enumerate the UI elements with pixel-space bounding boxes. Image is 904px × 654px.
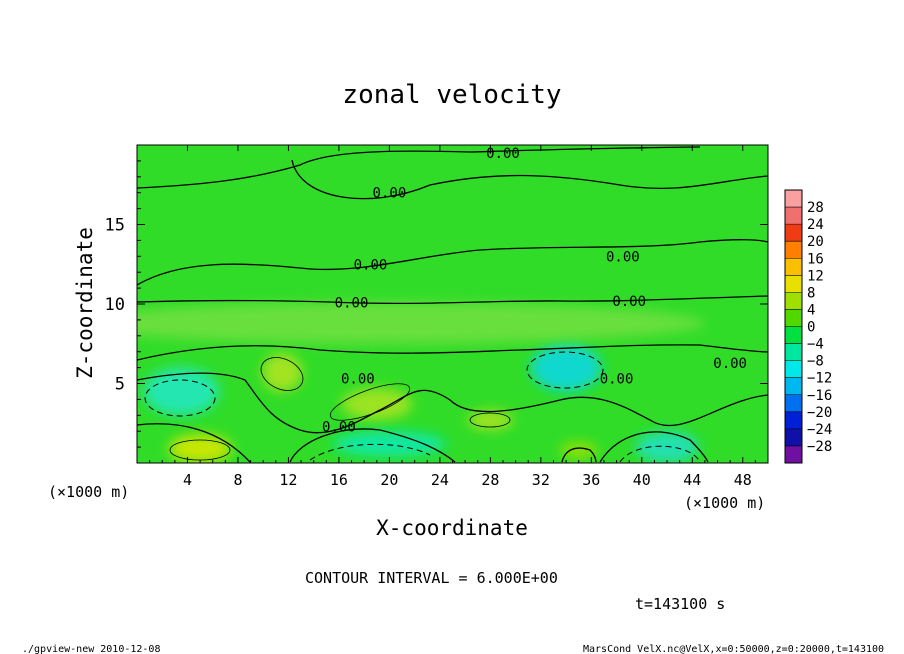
- colorbar-swatch-10: [785, 360, 802, 379]
- x-tick-label-20: 20: [380, 471, 398, 489]
- x-axis-ticks: 4 8 12 16 20 24 28 32 36 40 44 48: [149, 145, 756, 489]
- colorbar-label-5: 8: [807, 285, 815, 301]
- contour-label-5: 0.00: [612, 294, 646, 310]
- field-blob-3: [341, 388, 413, 421]
- x-tick-label-44: 44: [683, 471, 701, 489]
- colorbar: [784, 189, 803, 464]
- field-blob-9: [137, 302, 705, 344]
- colorbar-swatch-5: [785, 275, 802, 293]
- field-blob-1: [143, 367, 220, 416]
- colorbar-swatch-7: [785, 309, 802, 327]
- y-tick-label-15: 15: [105, 216, 125, 236]
- colorbar-label-8: −4: [807, 337, 824, 353]
- contour-labels: 0.00 0.00 0.00 0.00 0.00 0.00 0.00 0.00 0.00 0.00: [322, 146, 747, 435]
- x-unit-left: (×1000 m): [48, 483, 129, 501]
- contour-label-9: 0.00: [322, 419, 356, 435]
- colorbar-label-3: 16: [807, 251, 824, 267]
- contour-label-6: 0.00: [341, 372, 375, 388]
- colorbar-swatch-1: [785, 207, 802, 225]
- x-tick-label-32: 32: [532, 471, 550, 489]
- field-blob-5: [467, 410, 514, 430]
- contour-label-7: 0.00: [600, 372, 634, 388]
- colorbar-swatch-0: [785, 190, 802, 208]
- x-tick-label-36: 36: [582, 471, 600, 489]
- contour-label-2: 0.00: [354, 257, 388, 273]
- colorbar-swatch-2: [785, 224, 802, 242]
- x-tick-label-16: 16: [330, 471, 348, 489]
- colorbar-label-12: −20: [807, 405, 832, 421]
- colorbar-label-6: 4: [807, 302, 815, 318]
- contour-lines: [137, 146, 768, 463]
- colorbar-swatch-4: [785, 258, 802, 276]
- y-axis-label: Z-coordinate: [73, 227, 97, 379]
- colorbar-label-1: 24: [807, 217, 824, 233]
- contour-label-8: 0.00: [713, 356, 747, 372]
- contour-label-0: 0.00: [486, 146, 520, 162]
- colorbar-swatch-8: [785, 326, 802, 345]
- x-axis-label: X-coordinate: [376, 516, 528, 540]
- x-tick-label-4: 4: [183, 471, 192, 489]
- colorbar-swatch-11: [785, 377, 802, 396]
- colorbar-label-10: −12: [807, 371, 832, 387]
- colorbar-label-11: −16: [807, 388, 832, 404]
- x-tick-label-40: 40: [633, 471, 651, 489]
- contour-label-4: 0.00: [335, 295, 369, 311]
- field-blob-7: [635, 431, 699, 463]
- colorbar-label-7: 0: [807, 320, 815, 336]
- contour-label-3: 0.00: [606, 249, 640, 265]
- colorbar-swatch-6: [785, 292, 802, 310]
- plot-area: 0.00 0.00 0.00 0.00 0.00 0.00 0.00 0.00 0.00 0.00: [136, 144, 769, 464]
- colorbar-swatch-9: [785, 343, 802, 362]
- colorbar-label-0: 28: [807, 200, 824, 216]
- footer-left: ./gpview-new 2010-12-08: [22, 644, 160, 654]
- colorbar-swatch-12: [785, 394, 802, 413]
- colorbar-swatch-13: [785, 411, 802, 430]
- colorbar-label-9: −8: [807, 354, 824, 370]
- time-stamp: t=143100 s: [635, 595, 725, 613]
- colorbar-label-2: 20: [807, 234, 824, 250]
- colorbar-swatch-14: [785, 428, 802, 447]
- colorbar-label-14: −28: [807, 439, 832, 455]
- x-unit-right: (×1000 m): [684, 494, 765, 512]
- contour-dashed: [144, 351, 701, 463]
- colorbar-swatch-15: [785, 445, 802, 464]
- chart-title: zonal velocity: [342, 80, 561, 110]
- x-tick-label-12: 12: [279, 471, 297, 489]
- contour-interval: CONTOUR INTERVAL = 6.000E+00: [305, 569, 558, 587]
- field-blob-8: [559, 442, 598, 459]
- x-tick-label-8: 8: [233, 471, 242, 489]
- colorbar-label-13: −24: [807, 422, 832, 438]
- field-blob-0: [168, 434, 232, 463]
- y-tick-label-10: 10: [105, 295, 125, 315]
- y-axis-ticks: 5 10 15: [105, 160, 768, 448]
- y-tick-label-5: 5: [115, 375, 125, 395]
- x-tick-label-24: 24: [431, 471, 449, 489]
- contour-label-1: 0.00: [373, 186, 407, 202]
- footer-right: MarsCond_VelX.nc@VelX,x=0:50000,z=0:2000…: [583, 644, 884, 654]
- colorbar-label-4: 12: [807, 268, 824, 284]
- x-tick-label-28: 28: [481, 471, 499, 489]
- contour-thin: [169, 357, 511, 461]
- x-tick-label-48: 48: [734, 471, 752, 489]
- field-blob-6: [530, 343, 602, 392]
- colorbar-swatch-3: [785, 241, 802, 259]
